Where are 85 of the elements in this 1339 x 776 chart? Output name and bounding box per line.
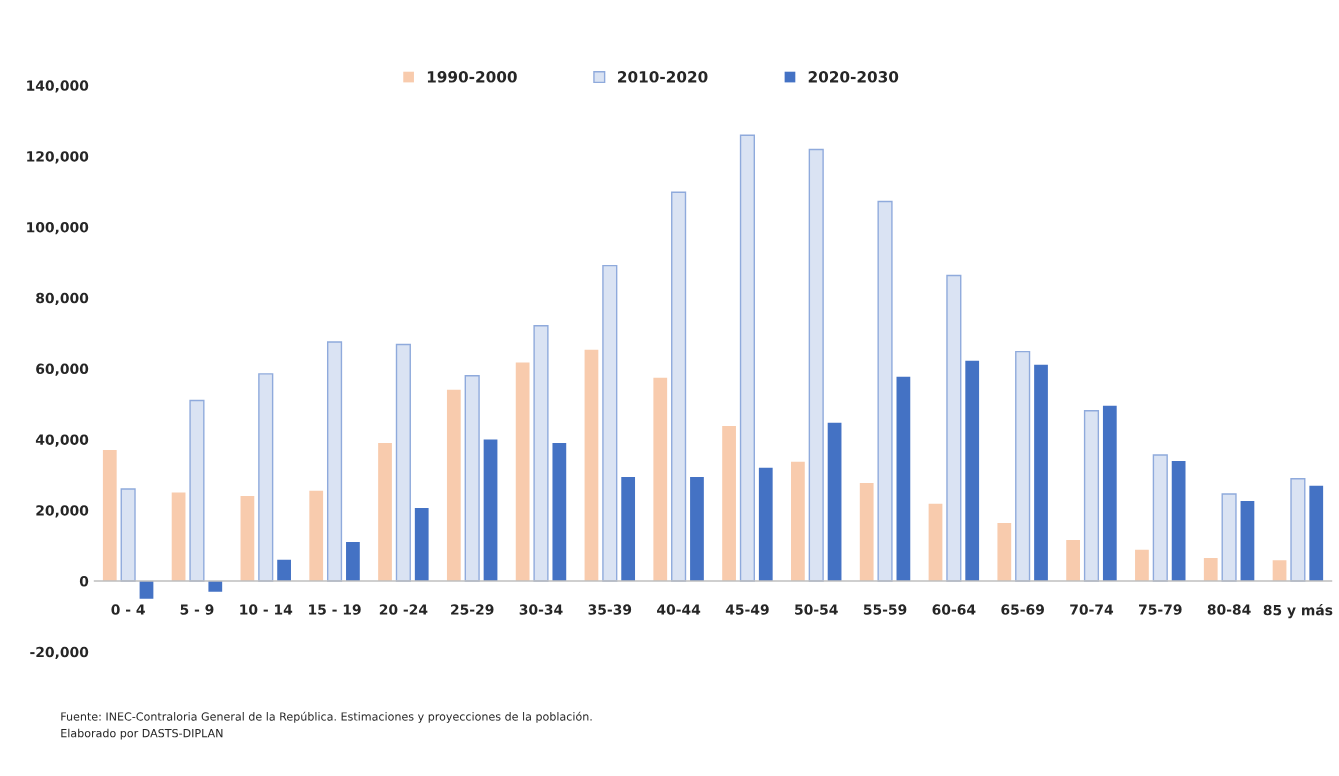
bar <box>309 490 324 582</box>
x-tick-label: 10 - 14 <box>240 604 293 615</box>
bar <box>1203 558 1218 582</box>
bar <box>515 362 530 582</box>
bar <box>965 360 980 582</box>
y-tick-label: 140,000 <box>27 80 89 93</box>
bar <box>240 496 255 582</box>
x-tick-label: 65-69 <box>1001 604 1044 615</box>
bar <box>533 325 549 582</box>
bar <box>1102 405 1117 582</box>
bar <box>722 425 736 582</box>
bar <box>758 467 773 582</box>
x-tick-label: 85 y más <box>1263 604 1333 619</box>
x-tick-label: 70-74 <box>1070 604 1114 615</box>
bar <box>690 476 704 582</box>
bar <box>378 442 392 582</box>
bar <box>1083 410 1100 582</box>
legend-label: 2020-2030 <box>808 71 899 83</box>
x-tick-label: 15 - 19 <box>309 604 361 615</box>
bar <box>1135 549 1149 582</box>
bar <box>1309 485 1324 582</box>
bar <box>464 374 480 582</box>
bar <box>395 343 411 582</box>
x-tick-label: 45-49 <box>725 604 769 615</box>
bar <box>326 341 343 582</box>
bar <box>446 389 461 582</box>
y-tick-label: 60,000 <box>36 363 89 376</box>
y-tick-label: -20,000 <box>30 646 89 660</box>
bar <box>808 148 824 582</box>
bar <box>739 134 755 582</box>
x-tick-label: 55-59 <box>863 604 907 615</box>
bar <box>189 399 205 582</box>
x-tick-label: 40-44 <box>657 604 701 615</box>
y-tick-label: 20,000 <box>36 505 89 518</box>
bar <box>671 191 687 582</box>
bar <box>1171 461 1186 582</box>
bar <box>997 522 1012 582</box>
bar <box>1290 478 1306 582</box>
bar <box>653 377 668 582</box>
y-tick-label: 40,000 <box>35 434 89 447</box>
bar <box>1015 350 1031 582</box>
y-tick-label: 120,000 <box>27 151 89 164</box>
x-tick-label: 0 - 4 <box>111 604 145 615</box>
bar <box>1034 364 1048 582</box>
bar <box>584 349 599 582</box>
y-tick-label: 0 <box>79 576 89 587</box>
x-tick-label: 30-34 <box>519 604 563 615</box>
bar <box>1221 493 1237 582</box>
bar <box>621 476 636 582</box>
x-tick-label: 75-79 <box>1139 604 1182 615</box>
bar <box>258 373 274 582</box>
bar <box>827 422 842 582</box>
bar <box>859 482 874 582</box>
bar <box>1272 560 1287 582</box>
bar <box>602 264 618 582</box>
legend-label: 1990-2000 <box>427 71 517 83</box>
bar <box>346 542 360 582</box>
x-tick-label: 20 -24 <box>379 604 428 615</box>
bar <box>139 581 154 599</box>
x-tick-label: 50-54 <box>795 604 838 615</box>
source-note: Fuente: INEC-Contraloria General de la República. Estimaciones y proyecciones de la población. Elaborado por DASTS-DIPLAN <box>61 711 592 740</box>
bar <box>171 492 186 582</box>
bar <box>102 450 117 582</box>
bar <box>208 581 223 592</box>
x-tick-label: 60-64 <box>932 604 976 615</box>
bar <box>1240 501 1255 582</box>
y-tick-label: 80,000 <box>36 292 89 306</box>
bar <box>946 274 962 582</box>
bar <box>483 439 498 582</box>
y-tick-label: 100,000 <box>27 221 89 235</box>
bar <box>791 461 805 582</box>
x-tick-label: 25-29 <box>451 604 494 615</box>
legend-label: 2010-2020 <box>618 71 708 83</box>
bar <box>928 503 943 582</box>
x-tick-label: 80-84 <box>1207 604 1251 615</box>
bar <box>552 442 567 582</box>
bar <box>414 508 429 582</box>
bar <box>1152 454 1168 582</box>
bar <box>896 376 911 582</box>
x-tick-label: 35-39 <box>588 604 632 615</box>
bar <box>1066 539 1080 582</box>
bar <box>877 200 893 582</box>
bar <box>120 488 136 582</box>
bar <box>277 559 291 582</box>
x-tick-label: 5 - 9 <box>180 604 214 615</box>
